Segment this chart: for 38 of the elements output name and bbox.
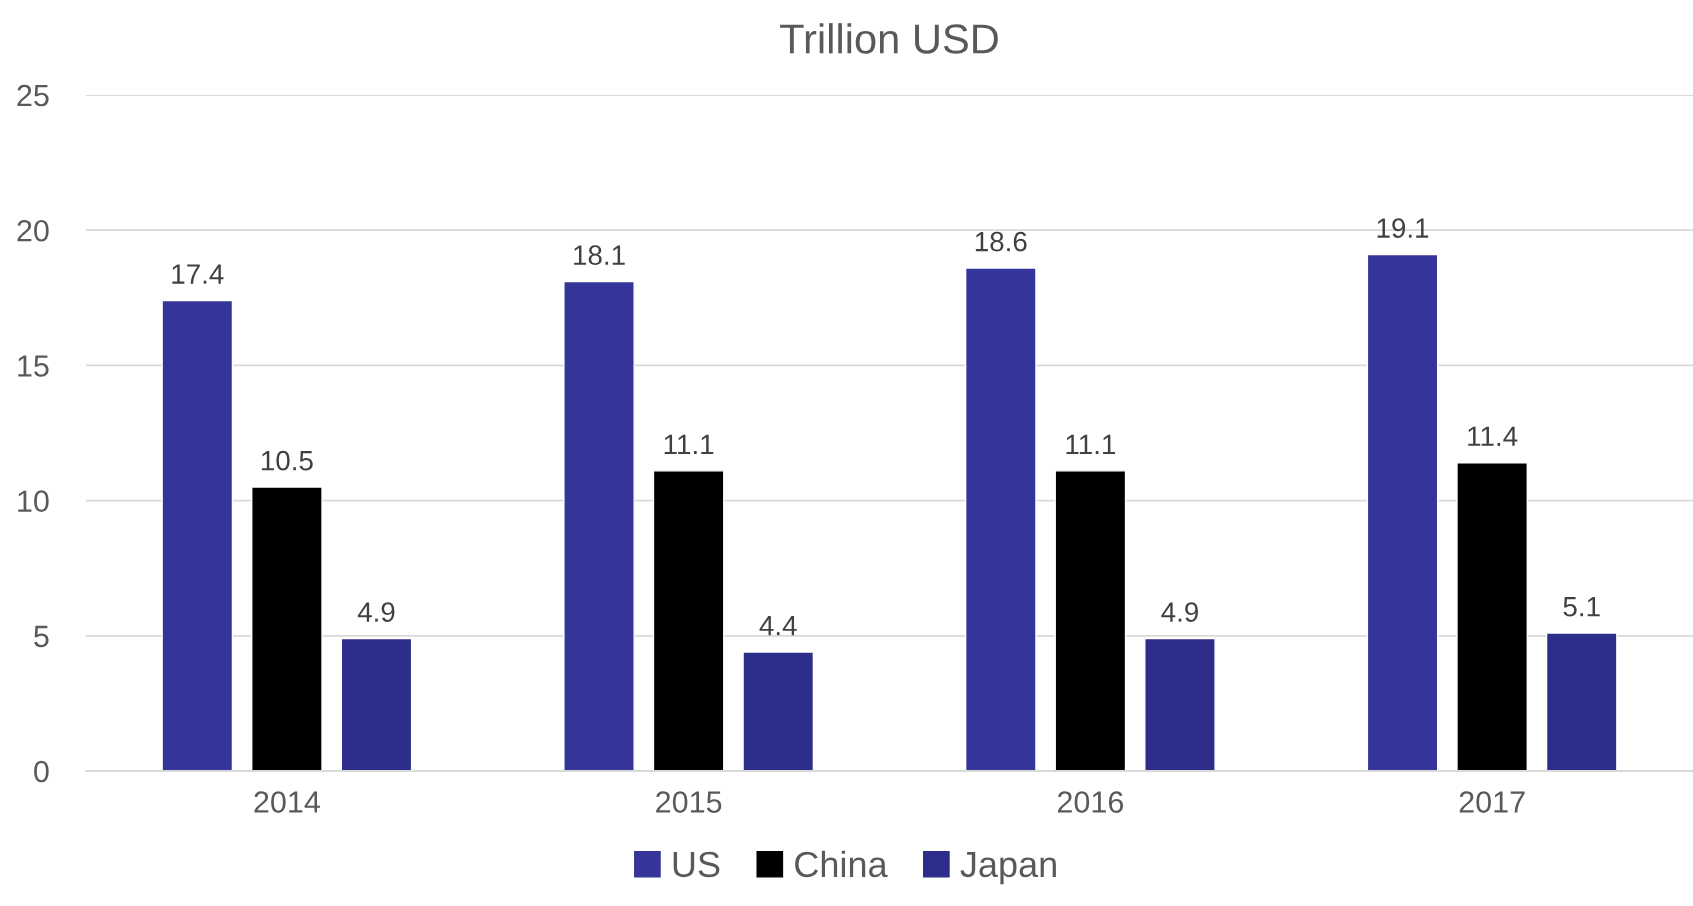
x-tick-label: 2016 bbox=[1057, 791, 1124, 813]
bar bbox=[1366, 253, 1439, 771]
bar bbox=[742, 651, 815, 771]
data-label: 10.5 bbox=[261, 450, 313, 471]
legend-label: US bbox=[673, 851, 720, 878]
data-label: 17.4 bbox=[172, 264, 224, 284]
data-label: 4.9 bbox=[1161, 602, 1198, 622]
data-label: 4.4 bbox=[759, 616, 797, 636]
legend-label: China bbox=[795, 850, 888, 878]
chart-title: Trillion USD bbox=[780, 23, 998, 54]
x-tick-label: 2017 bbox=[1459, 791, 1525, 813]
data-label: 5.1 bbox=[1563, 597, 1600, 617]
data-label: 18.6 bbox=[975, 231, 1027, 252]
bar bbox=[1456, 462, 1528, 771]
x-tick-label: 2014 bbox=[254, 791, 320, 813]
x-tick-label: 2015 bbox=[656, 791, 722, 813]
y-tick-label: 5 bbox=[34, 625, 49, 648]
bar bbox=[1144, 637, 1216, 771]
bar bbox=[652, 470, 725, 771]
bar bbox=[563, 280, 635, 771]
y-tick-label: 10 bbox=[18, 490, 49, 512]
y-tick-label: 20 bbox=[17, 219, 49, 242]
data-label: 11.1 bbox=[1066, 434, 1116, 454]
bar bbox=[964, 267, 1037, 771]
data-label: 19.1 bbox=[1377, 218, 1429, 238]
data-label: 11.1 bbox=[664, 434, 714, 454]
bar bbox=[1545, 632, 1618, 771]
data-label: 4.9 bbox=[357, 602, 395, 622]
y-tick-label: 25 bbox=[17, 84, 49, 107]
data-label: 11.4 bbox=[1468, 426, 1518, 446]
legend-label: Japan bbox=[960, 852, 1056, 885]
bar bbox=[161, 299, 234, 771]
y-tick-label: 15 bbox=[18, 355, 49, 377]
bar bbox=[1054, 470, 1127, 771]
bar bbox=[340, 637, 413, 771]
bar bbox=[251, 486, 323, 771]
y-tick-label: 0 bbox=[34, 760, 49, 783]
data-label: 18.1 bbox=[574, 245, 625, 265]
